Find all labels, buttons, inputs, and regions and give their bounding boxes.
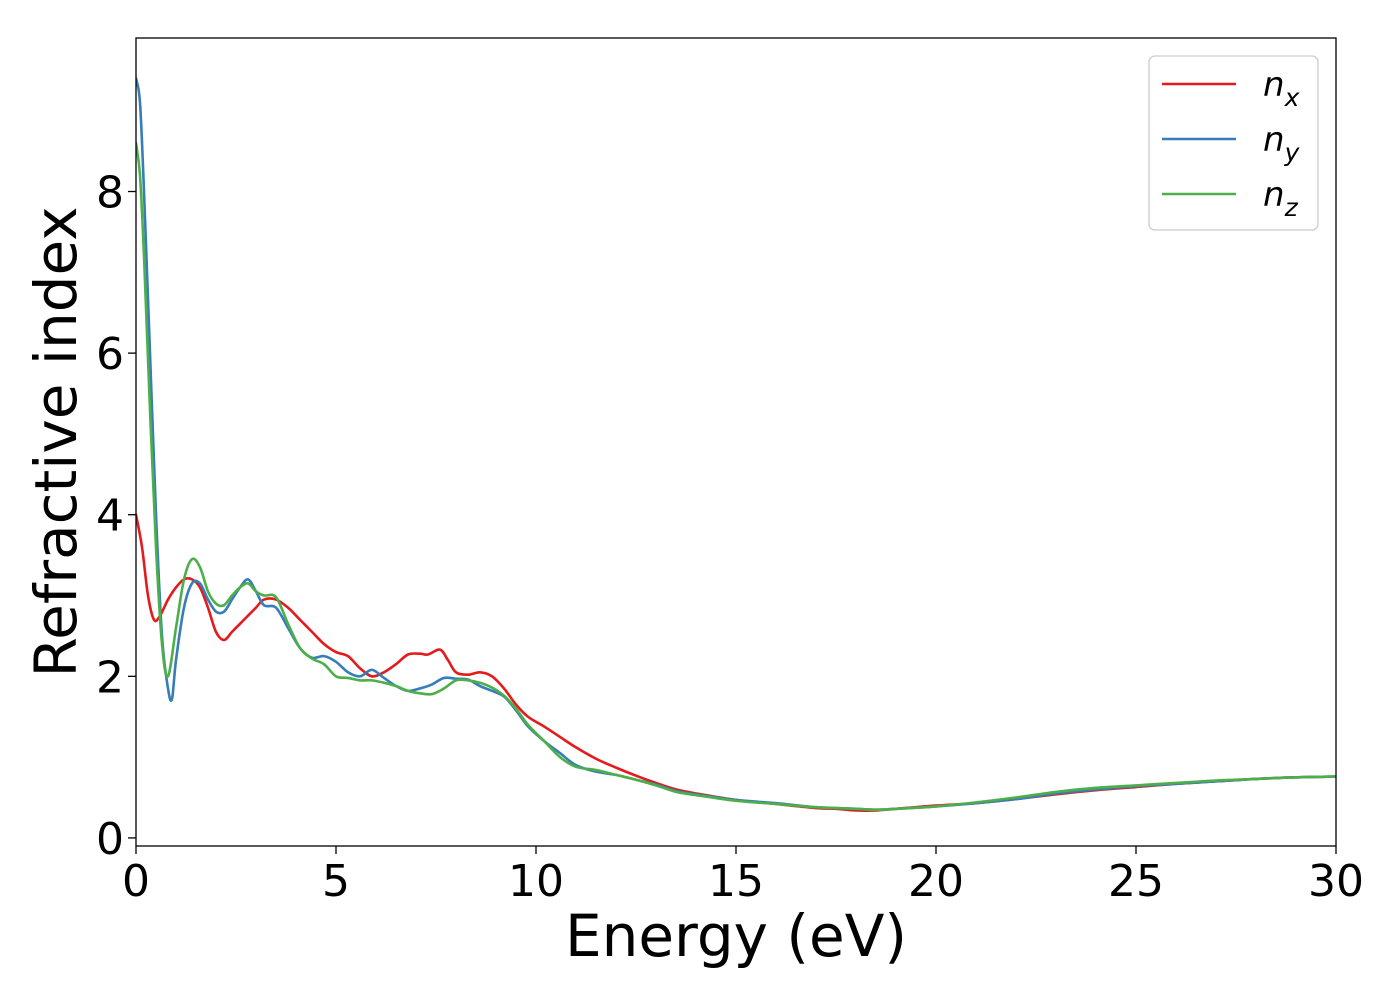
x-axis-label: Energy (eV) bbox=[565, 902, 907, 970]
y-tick-label: 4 bbox=[96, 491, 124, 542]
legend-label-y: ny bbox=[1263, 120, 1301, 167]
x-tick-label: 30 bbox=[1308, 856, 1364, 907]
legend-label-z: nz bbox=[1263, 175, 1299, 222]
legend: nx ny nz bbox=[1148, 55, 1319, 231]
y-tick-label: 8 bbox=[96, 168, 124, 219]
y-tick-label: 6 bbox=[96, 329, 124, 380]
y-axis-label: Refractive index bbox=[22, 206, 90, 677]
x-tick-label: 0 bbox=[122, 856, 150, 907]
x-tick-label: 15 bbox=[708, 856, 764, 907]
legend-box bbox=[1148, 55, 1319, 231]
y-tick-label: 2 bbox=[96, 652, 124, 703]
series-lines bbox=[136, 77, 1336, 812]
y-tick-label: 0 bbox=[96, 814, 124, 865]
y-axis-ticks: 0 2 4 6 8 bbox=[96, 168, 136, 865]
x-tick-label: 5 bbox=[322, 856, 350, 907]
x-tick-label: 20 bbox=[908, 856, 964, 907]
x-tick-label: 25 bbox=[1108, 856, 1164, 907]
series-line-x bbox=[136, 513, 1336, 812]
x-tick-label: 10 bbox=[508, 856, 564, 907]
x-axis-ticks: 0 5 10 15 20 25 30 bbox=[122, 846, 1364, 907]
series-line-z bbox=[136, 141, 1336, 811]
legend-label-x: nx bbox=[1263, 65, 1300, 112]
